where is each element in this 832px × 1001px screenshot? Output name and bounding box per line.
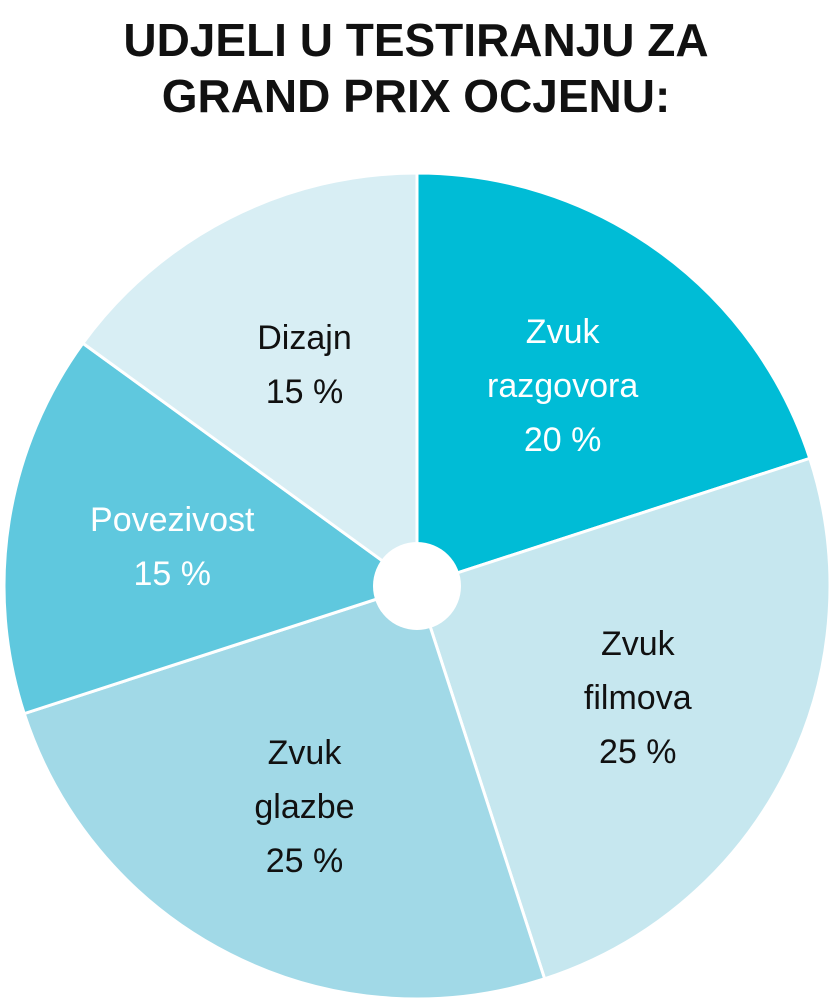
value-label: 20 % bbox=[523, 420, 602, 459]
slice-label: Povezivost 15 % bbox=[52, 493, 292, 601]
slice-label: Zvuk glazbe 25 % bbox=[185, 726, 425, 888]
category-label: Zvuk glazbe bbox=[254, 733, 355, 826]
slice-label: Zvuk razgovora 20 % bbox=[443, 305, 683, 467]
pie-slice bbox=[80, 171, 419, 589]
slice-label: Dizajn 15 % bbox=[185, 311, 425, 419]
pie-slice bbox=[22, 584, 547, 1001]
value-label: 15 % bbox=[133, 555, 212, 594]
chart-title: UDJELI U TESTIRANJU ZA GRAND PRIX OCJENU… bbox=[123, 14, 709, 122]
category-label: Zvuk filmova bbox=[583, 625, 692, 718]
value-label: 15 % bbox=[265, 373, 344, 412]
value-label: 25 % bbox=[265, 841, 344, 880]
pie-slice bbox=[415, 456, 832, 981]
category-label: Zvuk razgovora bbox=[487, 312, 639, 405]
pie-slice bbox=[415, 171, 812, 589]
category-label: Povezivost bbox=[90, 501, 255, 540]
value-label: 25 % bbox=[599, 733, 677, 772]
slice-label: Zvuk filmova 25 % bbox=[518, 617, 758, 779]
pie-slice bbox=[2, 341, 421, 716]
pie-hole bbox=[373, 542, 461, 630]
category-label: Dizajn bbox=[257, 319, 352, 358]
